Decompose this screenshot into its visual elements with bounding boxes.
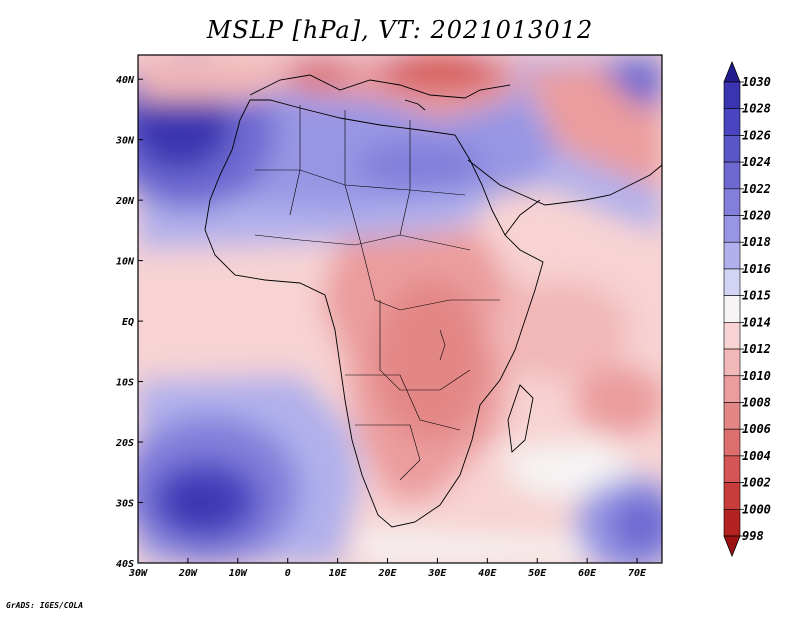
colorbar-swatch [723,348,741,377]
colorbar-swatch [723,241,741,270]
colorbar-label: 998 [742,529,764,543]
y-tick-label: 40S [116,559,134,570]
colorbar-label: 1008 [742,395,771,409]
colorbar-swatch [723,81,741,110]
colorbar-swatch [723,295,741,323]
y-tick-label: 30N [115,136,135,147]
coastlines [204,74,662,528]
colorbar-label: 1016 [742,262,771,276]
colorbar-swatch [723,428,741,457]
y-tick-label: 20N [115,196,135,207]
y-axis: 40N 30N 20N 10N EQ 10S 20S 30S 40S [115,75,143,570]
colorbar-label: 1018 [742,235,771,249]
colorbar-swatch [723,322,741,350]
colorbar-swatch [723,108,741,136]
colorbar-swatch [723,375,741,403]
y-tick-label: 10S [116,378,134,389]
grads-credit: GrADS: IGES/COLA [6,601,84,610]
y-tick-label: 10N [116,257,135,268]
colorbar-label: 1024 [742,155,771,169]
colorbar-label: 1004 [742,449,771,463]
colorbar-label: 1015 [742,289,771,303]
x-axis: 30W 20W 10W 0 10E 20E 30E 40E 50E 60E 70E [128,558,647,579]
colorbar-swatch [723,161,741,190]
colorbar-swatch [723,455,741,483]
y-tick-label: 30S [115,499,134,510]
colorbar-label: 1006 [742,422,771,436]
pressure-field [138,55,662,563]
y-tick-label: EQ [122,317,134,328]
x-tick-label: 20E [377,568,397,579]
colorbar-label: 1002 [742,476,771,490]
colorbar-swatch [723,215,741,243]
x-tick-label: 60E [578,568,597,579]
y-tick-label: 40N [116,75,135,86]
colorbar-label: 1012 [742,342,771,356]
colorbar-label: 1000 [742,502,771,516]
colorbar-label: 1026 [742,128,771,142]
x-tick-label: 70E [628,568,647,579]
colorbar-top-arrow [723,60,741,83]
country-borders [254,105,500,481]
colorbar-swatch [723,482,741,510]
x-tick-label: 30W [128,568,148,579]
x-tick-label: 10W [229,568,248,579]
colorbar-swatch [723,402,741,430]
map-frame [137,54,663,564]
x-tick-label: 20W [178,568,198,579]
colorbar-label: 1020 [742,209,771,223]
x-tick-label: 0 [285,568,291,579]
y-tick-label: 20S [115,438,134,449]
colorbar: 1030 1028 1026 1024 1022 1020 1018 1016 1015 1014… [723,60,771,558]
colorbar-label: 1010 [742,369,771,383]
x-tick-label: 50E [528,568,547,579]
x-tick-label: 10E [329,568,348,579]
colorbar-label: 1022 [742,182,771,196]
colorbar-swatch [723,508,741,537]
colorbar-label: 1028 [742,102,771,116]
colorbar-bottom-arrow [723,535,741,558]
x-tick-label: 40E [478,568,497,579]
x-tick-label: 30E [427,568,447,579]
colorbar-label: 1014 [742,315,771,329]
map-title: MSLP [hPa], VT: 2021013012 [206,16,594,44]
colorbar-swatch [723,188,741,216]
colorbar-swatch [723,135,741,163]
colorbar-swatch [723,268,741,296]
colorbar-label: 1030 [742,75,771,89]
